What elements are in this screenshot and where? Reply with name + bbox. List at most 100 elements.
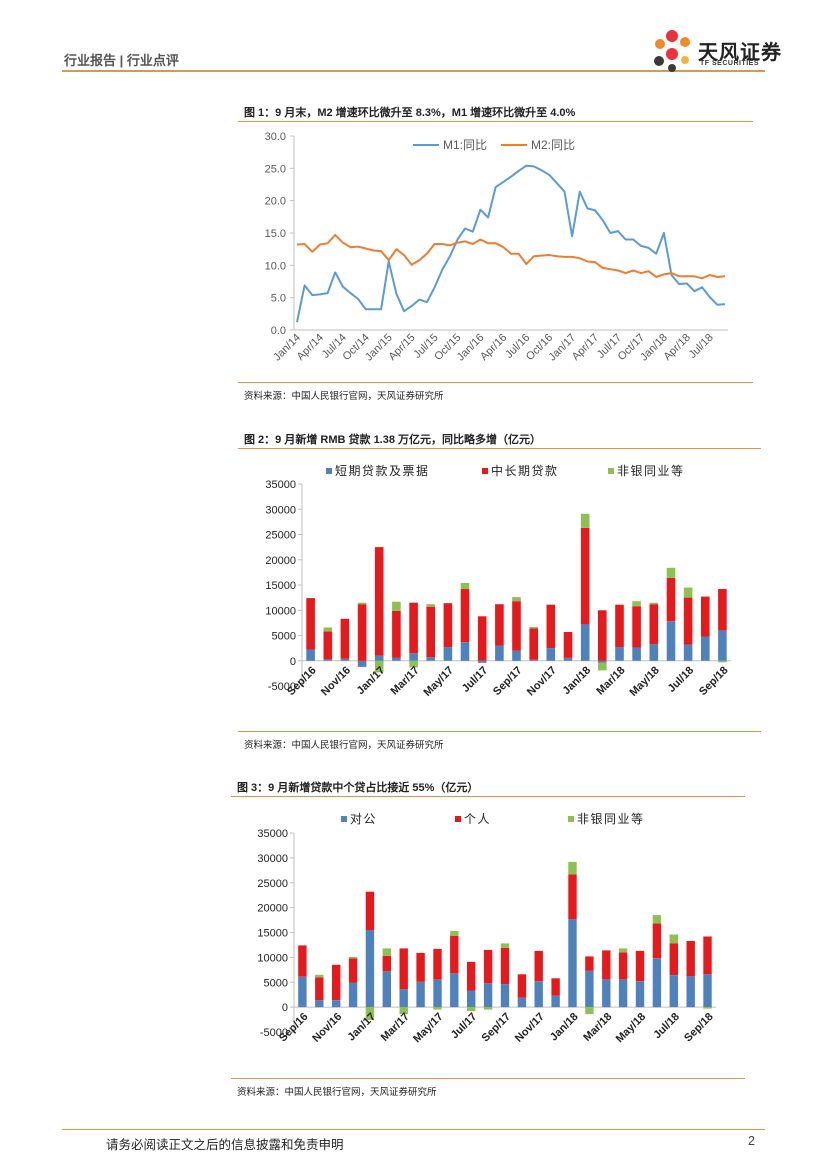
bar-segment-2 [298, 945, 307, 977]
legend-swatch-3 [568, 816, 574, 822]
bar-segment-1 [340, 658, 350, 661]
bar-segment-2 [546, 604, 556, 649]
bar-segment-1 [517, 997, 527, 1008]
legend-swatch-1 [341, 816, 347, 822]
x-tick-label: May/17 [422, 664, 456, 698]
bar-segment-3 [399, 1007, 408, 1015]
y-tick-label: -5000 [268, 681, 296, 693]
x-tick-label: Jul/18 [651, 1011, 682, 1042]
x-tick-label: Jan/17 [345, 1011, 378, 1044]
x-tick-label: Apr/14 [295, 332, 326, 363]
bar-segment-2 [467, 961, 476, 991]
bar-segment-2 [433, 948, 442, 980]
figure-3-title: 图 3：9 月新增贷款中个贷占比接近 55%（亿元） [237, 782, 479, 794]
figure-3-bottom-rule [231, 1078, 745, 1079]
y-tick-label: 5.0 [271, 293, 286, 305]
bar-segment-2 [332, 964, 341, 1001]
bar-segment-1 [495, 645, 504, 661]
bar-segment-2 [649, 604, 659, 645]
bar-segment-1 [635, 981, 645, 1008]
bar-segment-3 [382, 948, 391, 956]
bar-segment-2 [669, 943, 678, 976]
bar-segment-2 [718, 589, 727, 631]
legend-label-2: 个人 [464, 812, 491, 826]
bar-segment-2 [686, 941, 695, 977]
x-tick-label: May/18 [627, 664, 661, 698]
x-tick-label: Sep/18 [697, 664, 731, 698]
x-tick-label: Sep/17 [480, 1011, 514, 1045]
bar-segment-3 [703, 1007, 712, 1009]
header-divider [62, 70, 765, 72]
bar-segment-1 [615, 647, 624, 661]
bar-segment-2 [585, 956, 594, 971]
bar-segment-2 [460, 589, 470, 642]
bar-segment-1 [666, 621, 676, 661]
bar-segment-1 [483, 983, 493, 1008]
bar-segment-1 [382, 971, 391, 1008]
x-tick-label: May/17 [411, 1011, 445, 1045]
bar-segment-2 [580, 527, 590, 625]
bar-segment-3 [666, 567, 676, 578]
bar-segment-2 [426, 606, 435, 658]
bar-segment-3 [529, 626, 538, 629]
bar-segment-1 [669, 975, 678, 1008]
legend-label-1: 对公 [350, 812, 377, 826]
figure-3-source: 资料来源：中国人民银行官网，天风证券研究所 [237, 1087, 437, 1098]
bar-segment-1 [632, 647, 641, 661]
bar-segment-2 [374, 547, 384, 656]
y-tick-label: 10000 [265, 605, 296, 617]
bar-segment-2 [683, 597, 693, 645]
bar-segment-1 [416, 981, 425, 1008]
y-tick-label: 20000 [257, 903, 288, 915]
y-tick-label: 10000 [257, 952, 288, 964]
y-tick-label: 5000 [264, 977, 288, 989]
page-number: 2 [748, 1134, 755, 1148]
bar-segment-1 [357, 660, 367, 667]
y-tick-label: 25000 [257, 878, 288, 890]
bar-segment-1 [348, 982, 358, 1008]
x-tick-label: Jul/17 [449, 1011, 480, 1042]
x-tick-label: Jul/17 [460, 664, 491, 695]
bar-segment-3 [500, 943, 510, 948]
logo-name: 天风证券 [698, 42, 782, 64]
bar-segment-2 [382, 955, 391, 972]
bar-segment-3 [568, 861, 577, 875]
bar-segment-2 [399, 948, 408, 990]
bar-segment-2 [348, 958, 358, 983]
y-tick-label: 35000 [257, 828, 288, 840]
bar-segment-1 [500, 984, 510, 1008]
bar-segment-1 [551, 995, 560, 1008]
figure-2-bar-chart: -5000 0 5000 10000 15000 20000 25000 30000 35000… [265, 463, 731, 699]
bar-segment-2 [500, 947, 510, 985]
logo-icon [654, 30, 690, 72]
x-tick-label: Jul/18 [687, 332, 716, 361]
bar-segment-1 [306, 649, 315, 661]
x-tick-label: Mar/17 [389, 664, 422, 697]
x-tick-label: Nov/16 [310, 1011, 344, 1045]
bar-segment-3 [683, 587, 693, 598]
bar-segment-2 [512, 601, 521, 651]
bar-segment-3 [315, 974, 324, 978]
legend-label-3: 非银同业等 [577, 812, 645, 826]
bar-segment-1 [580, 624, 590, 661]
bar-segment-3 [718, 660, 727, 663]
bar-segment-3 [580, 513, 590, 528]
legend-swatch-3 [608, 468, 614, 474]
y-tick-label: 10.0 [265, 260, 286, 272]
bar-segment-1 [512, 650, 521, 661]
bar-segment-1 [426, 657, 435, 661]
bar-segment-1 [686, 976, 695, 1008]
bar-segment-2 [635, 950, 645, 982]
bar-segment-1 [443, 647, 453, 661]
x-tick-label: Nov/16 [319, 664, 353, 698]
x-tick-label: Jan/17 [355, 664, 388, 697]
figure-1-title: 图 1：9 月末，M2 增速环比微升至 8.3%，M1 增速环比微升至 4.0% [244, 107, 576, 119]
bar-segment-1 [409, 653, 418, 661]
bar-segment-1 [450, 973, 459, 1008]
bar-segment-1 [374, 655, 384, 661]
bar-segment-2 [477, 616, 487, 661]
bar-segment-3 [467, 1007, 476, 1012]
y-tick-label: 15000 [265, 580, 296, 592]
bar-segment-2 [409, 602, 418, 654]
legend-label-2: 中长期贷款 [491, 463, 559, 478]
